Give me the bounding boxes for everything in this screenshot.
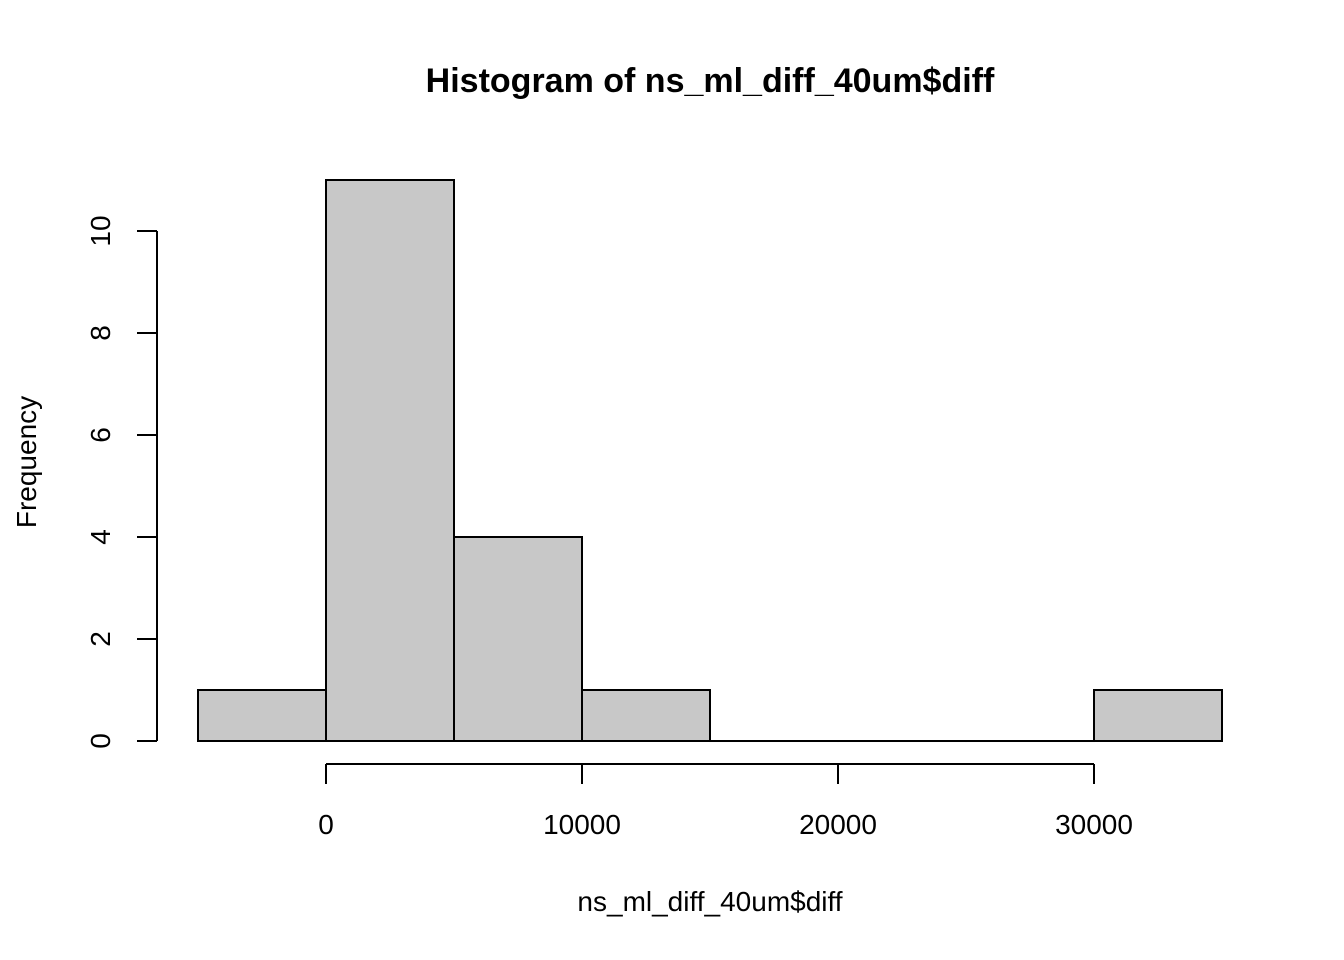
y-tick-label: 10 bbox=[85, 215, 116, 246]
y-axis-label: Frequency bbox=[11, 396, 42, 528]
histogram-bar bbox=[325, 179, 455, 742]
histogram-bar bbox=[197, 689, 327, 742]
x-tick-label: 30000 bbox=[1055, 809, 1133, 840]
histogram-bar bbox=[581, 689, 711, 742]
y-axis: 0 2 4 6 8 10 bbox=[85, 215, 158, 749]
x-tick-label: 20000 bbox=[799, 809, 877, 840]
y-tick-label: 4 bbox=[85, 529, 116, 545]
x-tick-label: 0 bbox=[318, 809, 334, 840]
x-axis: 0 10000 20000 30000 bbox=[318, 763, 1133, 840]
chart-title: Histogram of ns_ml_diff_40um$diff bbox=[426, 62, 995, 100]
y-tick-label: 8 bbox=[85, 325, 116, 341]
bars-group bbox=[197, 179, 1223, 743]
x-tick-label: 10000 bbox=[543, 809, 621, 840]
y-tick-label: 6 bbox=[85, 427, 116, 443]
histogram-bar bbox=[1093, 689, 1223, 742]
x-axis-label: ns_ml_diff_40um$diff bbox=[577, 886, 842, 917]
histogram-bar bbox=[453, 536, 583, 742]
y-tick-label: 0 bbox=[85, 733, 116, 749]
y-tick-label: 2 bbox=[85, 631, 116, 647]
